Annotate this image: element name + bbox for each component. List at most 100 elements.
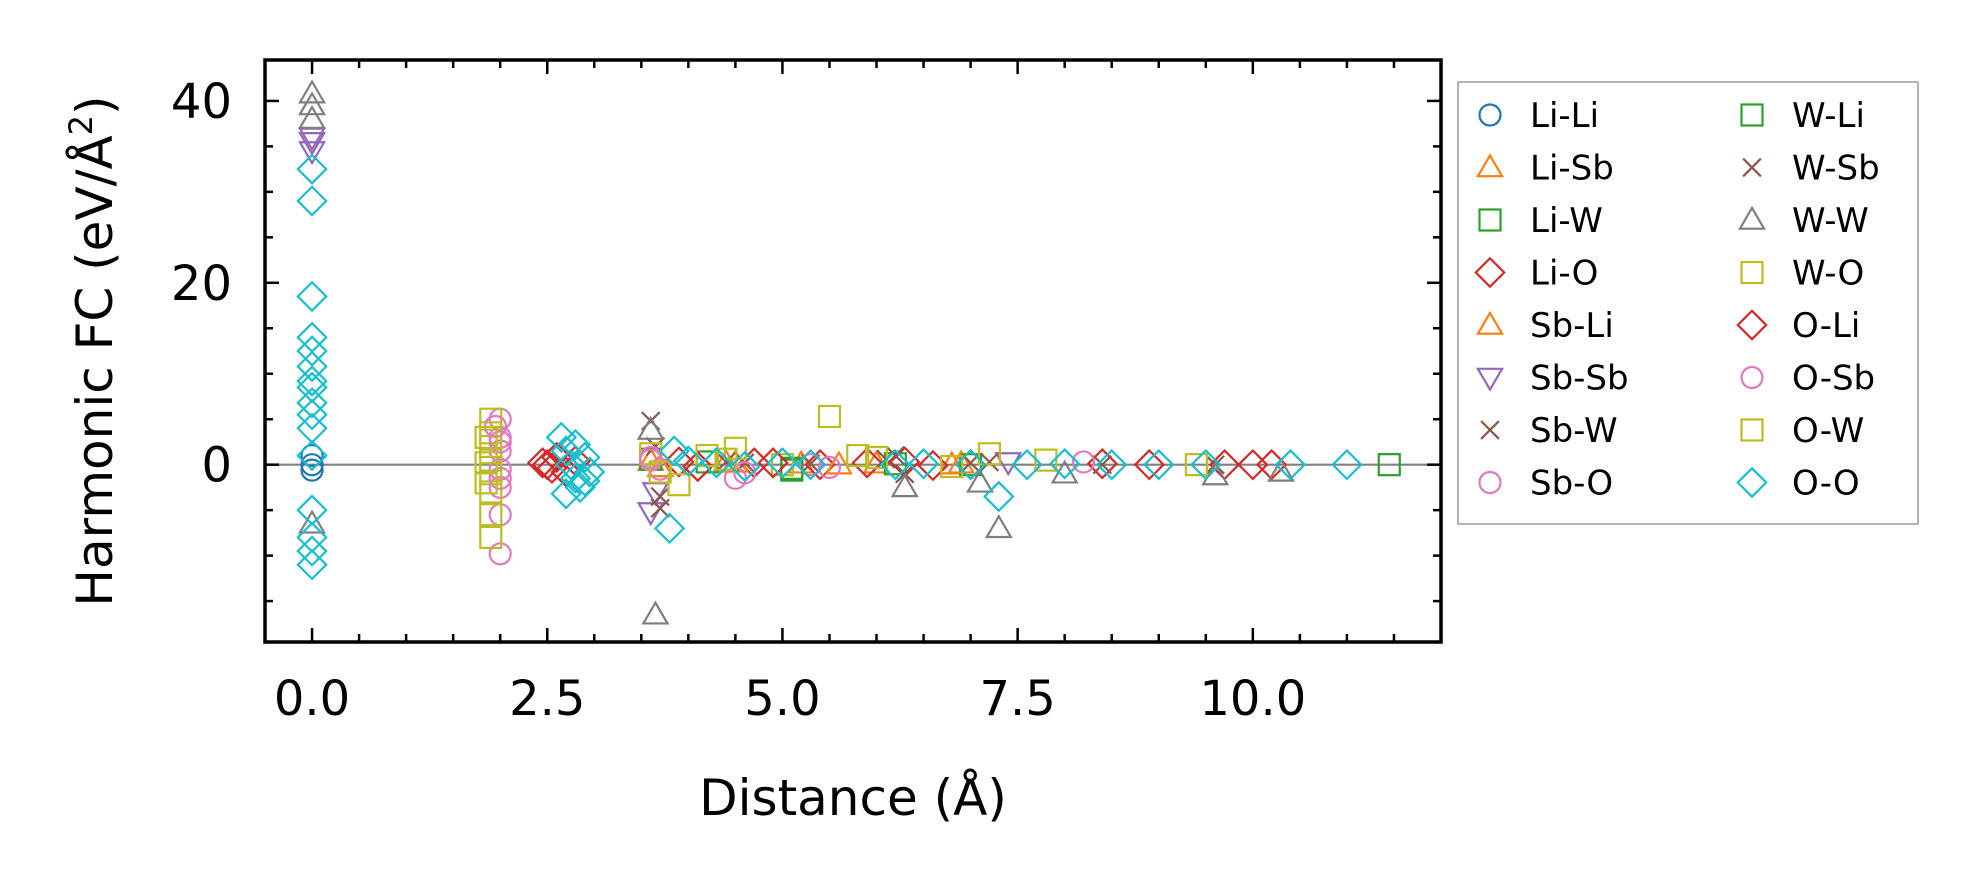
legend-marker: [1736, 309, 1768, 341]
data-point: [559, 428, 592, 461]
data-point: [804, 448, 836, 481]
y-tick-label: 40: [171, 74, 232, 130]
y-axis-title: Harmonic FC (eV/Å2): [62, 95, 124, 606]
data-point: [479, 407, 503, 431]
data-point: [817, 404, 842, 429]
legend-marker: [1736, 466, 1768, 499]
data-point: [296, 535, 328, 567]
data-point: [573, 456, 606, 488]
data-point: [296, 365, 328, 397]
data-point: [653, 512, 686, 545]
data-point: [569, 465, 601, 497]
data-point: [296, 387, 328, 419]
data-point: [672, 445, 705, 477]
data-point: [1048, 448, 1081, 480]
legend-label: W-O: [1792, 254, 1864, 294]
legend-marker: [1478, 470, 1502, 495]
data-point: [1267, 457, 1296, 482]
legend-entry: O-Li: [1736, 306, 1860, 346]
data-point: [300, 443, 324, 468]
y-tick-label: 0: [201, 438, 232, 494]
x-tick-label: 0.0: [274, 671, 350, 727]
data-point: [851, 447, 883, 479]
legend-label: Li-W: [1530, 201, 1603, 241]
data-point: [298, 91, 327, 116]
legend-entry: O-W: [1740, 411, 1864, 451]
x-axis-title: Distance (Å): [699, 769, 1007, 827]
x-tick-labels: 0.0 2.5 5.0 7.5 10.0: [274, 671, 1306, 727]
legend-entry: Li-W: [1478, 201, 1603, 241]
data-point: [1133, 448, 1166, 481]
data-point: [1011, 448, 1043, 481]
data-point: [1071, 450, 1096, 474]
data-point: [1274, 448, 1307, 481]
data-point: [658, 435, 690, 467]
data-point: [846, 443, 870, 468]
data-point: [770, 453, 795, 477]
data-point: [488, 466, 512, 490]
data-point: [296, 280, 328, 313]
legend-entry: Sb-Li: [1476, 306, 1614, 346]
series-o-o: [296, 153, 1363, 581]
legend-entry: Li-Sb: [1476, 149, 1614, 189]
data-point: [298, 104, 327, 129]
data-point: [474, 471, 498, 495]
data-point: [296, 335, 328, 367]
data-point: [799, 453, 823, 477]
data-point: [954, 448, 987, 481]
legend-marker: [1740, 365, 1764, 390]
series-w-sb: [716, 445, 981, 473]
data-point: [977, 442, 1002, 466]
data-point: [1331, 448, 1363, 481]
y-tick-label: 20: [171, 256, 232, 312]
data-point: [550, 435, 582, 467]
legend-label: W-Li: [1792, 96, 1865, 136]
data-point: [879, 448, 912, 481]
series-li-li: [300, 443, 324, 482]
data-point: [296, 153, 328, 185]
data-point: [479, 503, 503, 527]
legend-label: W-Sb: [1792, 149, 1880, 189]
data-point: [885, 445, 906, 466]
data-point: [940, 454, 964, 479]
data-point: [296, 398, 328, 431]
data-point: [641, 600, 670, 625]
data-point: [733, 461, 757, 485]
data-point: [890, 473, 919, 498]
data-point: [729, 450, 761, 483]
data-point: [1143, 448, 1175, 481]
legend-entry: Li-O: [1474, 254, 1598, 294]
data-point: [536, 452, 568, 485]
legend-marker: [1740, 418, 1764, 442]
x-tick-label: 5.0: [744, 671, 820, 727]
legend-label: Sb-O: [1530, 464, 1613, 504]
data-point: [298, 132, 327, 157]
legend-entry: O-Sb: [1740, 359, 1875, 399]
data-point: [296, 350, 328, 383]
data-point: [646, 453, 675, 478]
legend-label: Li-Sb: [1530, 149, 1614, 189]
data-point: [474, 425, 498, 449]
legend-marker: [1476, 367, 1504, 392]
data-point: [883, 452, 907, 476]
legend-marker: [1742, 157, 1762, 178]
legend-frame: [1457, 81, 1919, 525]
series-o-w: [474, 425, 964, 495]
legend-label: O-O: [1792, 464, 1860, 504]
data-point: [650, 498, 670, 519]
legend-marker: [1476, 153, 1504, 178]
data-point: [1184, 453, 1208, 477]
legend-marker: [1480, 420, 1500, 440]
legend-marker: [1740, 260, 1764, 285]
data-point: [479, 448, 503, 472]
legend-marker: [1478, 103, 1502, 127]
data-point: [1190, 448, 1222, 481]
data-point: [700, 447, 733, 479]
y-axis-title-main: Harmonic FC (eV/Å: [66, 135, 124, 606]
y-axis-title-end: ): [66, 95, 124, 115]
data-point: [1095, 448, 1128, 481]
data-point: [636, 502, 665, 527]
data-point: [757, 447, 789, 479]
series-o-li: [526, 447, 1269, 485]
